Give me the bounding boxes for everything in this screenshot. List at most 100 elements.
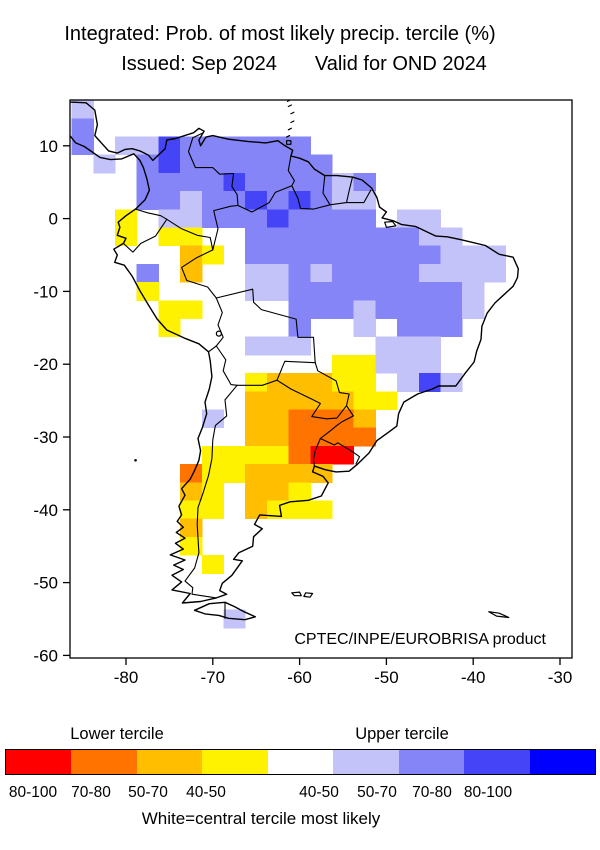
antilles-island-dash [287,104,292,108]
x-axis-tick-label: -70 [201,668,226,687]
grid-cell [223,209,246,228]
grid-cell [266,263,290,283]
grid-cell [440,300,463,319]
grid-cell [245,500,268,520]
x-axis-tick-label: -40 [461,668,486,687]
grid-cell [180,191,203,210]
grid-cell [201,136,224,156]
country-border [312,437,321,467]
grid-cell [266,482,290,501]
grid-cell [418,245,441,265]
grid-cell [245,445,268,465]
grid-cell [180,209,203,228]
grid-cell [397,263,420,283]
antilles-island-dash [287,127,292,131]
grid-cell [266,282,290,301]
grid-cell [136,263,159,283]
grid-cell [353,209,376,228]
grid-cell [397,354,420,374]
grid-cell [201,209,224,228]
grid-cell [397,227,420,247]
attribution-text: CPTEC/INPE/EUROBRISA product [294,631,546,648]
grid-cell [397,300,420,319]
grid-cell [288,318,311,338]
y-axis-tick-label: -40 [33,501,58,520]
grid-cell [331,227,355,247]
grid-cell [288,373,311,392]
grid-cell [375,245,398,265]
grid-cell [397,245,420,265]
grid-cell [180,227,203,247]
grid-cell [375,336,398,356]
grid-cell [245,409,268,429]
x-axis-tick-label: -30 [548,668,573,687]
grid-cell [201,464,224,483]
grid-cell [331,172,355,192]
grid-cell [310,154,333,174]
island-outline [384,220,397,228]
grid-cell [375,227,398,247]
grid-cell [266,427,290,447]
grid-cell [288,409,311,429]
grid-cell [310,373,333,392]
grid-cell [310,409,333,429]
island-outline [286,140,292,145]
grid-cell [310,464,333,483]
y-axis-tick-label: -20 [33,355,58,374]
grid-cell [310,300,333,319]
grid-cell [418,336,441,356]
coastline [70,101,519,604]
grid-cell [136,191,159,210]
grid-cell [158,300,181,319]
grid-cell [288,427,311,447]
island-outline [488,611,510,619]
grid-cell [310,500,333,520]
grid-cell [245,136,268,156]
grid-cell [245,209,268,228]
y-axis-tick-label: 0 [49,210,58,229]
grid-cell [397,209,420,228]
country-border [215,288,316,364]
grid-cell [462,300,485,319]
grid-cell [266,464,290,483]
grid-cell [223,154,246,174]
grid-cell [440,373,463,392]
grid-cell [397,336,420,356]
grid-cell [331,354,355,374]
grid-cell [223,464,246,483]
grid-cell [375,391,398,410]
grid-cell [418,318,441,338]
juan-fernandez-island-dot [134,458,137,462]
grid-cell [288,172,311,192]
grid-cell [245,191,268,210]
y-axis-tick-label: -50 [33,574,58,593]
grid-cell [266,191,290,210]
island-outline [291,591,302,597]
grid-cell [115,209,138,228]
country-border [207,345,217,353]
grid-cell [440,282,463,301]
grid-cell [180,154,203,174]
grid-cell [440,263,463,283]
grid-cell [266,336,290,356]
grid-cell [245,227,268,247]
grid-cell [245,336,268,356]
grid-cell [353,263,376,283]
x-axis-tick-label: -50 [374,668,399,687]
y-axis-tick-label: -30 [33,428,58,447]
grid-cell [180,464,203,483]
grid-cell [353,409,376,429]
grid-cell [245,245,268,265]
grid-cell [201,500,224,520]
country-border [134,208,168,220]
grid-cell [266,227,290,247]
grid-cell [375,354,398,374]
country-border [187,132,239,207]
grid-cell [245,154,268,174]
grid-cell [245,427,268,447]
country-border [319,437,361,465]
grid-cell [288,245,311,265]
grid-cell [288,154,311,174]
grid-cell [310,245,333,265]
plot-frame [69,99,573,659]
